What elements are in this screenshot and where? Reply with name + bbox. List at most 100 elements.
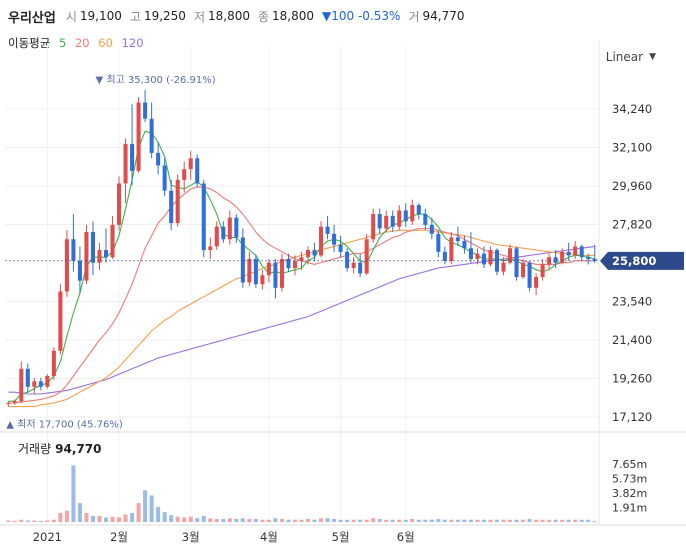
y-tick-label: 32,100	[612, 141, 652, 155]
ma5-legend[interactable]: 5	[58, 36, 67, 50]
volume-bar	[527, 518, 532, 522]
volume-bar	[377, 518, 382, 522]
candle-body	[566, 251, 571, 256]
candle-body	[534, 277, 539, 288]
x-tick-label: 6월	[397, 530, 415, 544]
y-tick-label: 19,260	[612, 372, 652, 386]
volume-bar	[436, 518, 441, 522]
volume-bar	[97, 515, 102, 522]
candle-body	[423, 214, 428, 225]
candle-body	[201, 183, 206, 251]
candle-body	[514, 248, 519, 278]
candle-body	[84, 232, 89, 281]
candle-body	[266, 262, 271, 276]
volume-bar	[156, 506, 161, 522]
candle-body	[325, 226, 330, 234]
volume-bar	[25, 520, 30, 522]
candle-body	[332, 233, 337, 245]
volume-bar	[364, 519, 369, 522]
volume-bar	[390, 519, 395, 522]
volume-tick-label: 5.73m	[612, 473, 647, 486]
volume-bar	[136, 503, 141, 522]
volume-bar	[586, 519, 591, 522]
volume-bar	[169, 515, 174, 522]
volume-value: 94,770	[422, 9, 465, 23]
volume-bar	[468, 519, 473, 522]
volume-bar	[514, 519, 519, 522]
volume-bar	[247, 518, 252, 522]
volume-bar	[58, 512, 63, 522]
candle-body	[442, 251, 447, 261]
candle-body	[77, 260, 82, 281]
candle-body	[351, 262, 356, 269]
current-price-label: 25,800	[612, 254, 656, 268]
candle-body	[273, 262, 278, 288]
candle-body	[286, 259, 291, 269]
volume-bar	[416, 519, 421, 522]
candle-body	[221, 226, 226, 240]
volume-bar	[84, 512, 89, 522]
volume-bar	[279, 518, 284, 522]
volume-bar	[345, 519, 350, 522]
ma60-legend[interactable]: 60	[98, 36, 113, 50]
y-tick-label: 23,540	[612, 295, 652, 309]
volume-bar	[397, 519, 402, 522]
ma20-legend[interactable]: 20	[74, 36, 90, 50]
volume-bar	[38, 520, 43, 522]
candle-body	[592, 259, 597, 261]
candle-body	[455, 237, 460, 242]
candle-body	[586, 257, 591, 260]
candle-body	[553, 257, 558, 263]
volume-bar	[77, 503, 82, 522]
candle-body	[51, 350, 56, 376]
candle-body	[494, 250, 500, 272]
volume-bar	[332, 518, 337, 522]
volume-bar	[45, 520, 50, 522]
candle-body	[103, 250, 109, 258]
volume-bar	[481, 519, 486, 522]
candle-body	[462, 241, 467, 249]
candle-body	[6, 402, 11, 404]
x-tick-label: 4월	[260, 530, 278, 544]
candle-body	[384, 215, 389, 229]
candle-body	[19, 368, 24, 402]
volume-bar	[273, 518, 278, 522]
high-label: 고	[129, 9, 141, 24]
candle-body	[449, 237, 454, 261]
candle-body	[305, 250, 311, 258]
candle-body	[279, 259, 284, 288]
scale-dropdown[interactable]: Linear ▼	[606, 50, 656, 64]
y-tick-label: 17,120	[612, 410, 652, 424]
scale-label: Linear	[605, 50, 644, 64]
volume-bar	[358, 519, 363, 522]
volume-bar	[501, 519, 506, 522]
candle-body	[149, 118, 154, 153]
volume-bar	[566, 519, 571, 522]
candle-body	[71, 239, 76, 261]
candle-body	[312, 250, 317, 256]
volume-bar	[592, 521, 597, 523]
volume-bar	[227, 518, 232, 522]
volume-bar	[19, 519, 24, 522]
volume-bar	[221, 518, 226, 522]
volume-bar	[6, 520, 11, 522]
volume-bar	[403, 519, 408, 522]
ma120-legend[interactable]: 120	[121, 36, 144, 50]
volume-bar	[494, 519, 500, 522]
candle-body	[488, 250, 493, 265]
y-tick-label: 29,960	[612, 179, 652, 193]
volume-bar	[64, 510, 69, 522]
volume-bar	[162, 512, 167, 522]
candle-body	[12, 401, 17, 403]
volume-bar	[90, 515, 95, 522]
volume-bar	[455, 519, 460, 522]
volume-bar	[195, 518, 200, 522]
volume-bar	[429, 519, 434, 522]
candle-body	[573, 246, 578, 256]
volume-bar	[442, 519, 447, 522]
x-tick-label: 2021	[33, 530, 62, 544]
volume-bar	[351, 519, 356, 522]
candle-body	[143, 102, 148, 119]
candle-body	[136, 102, 141, 171]
